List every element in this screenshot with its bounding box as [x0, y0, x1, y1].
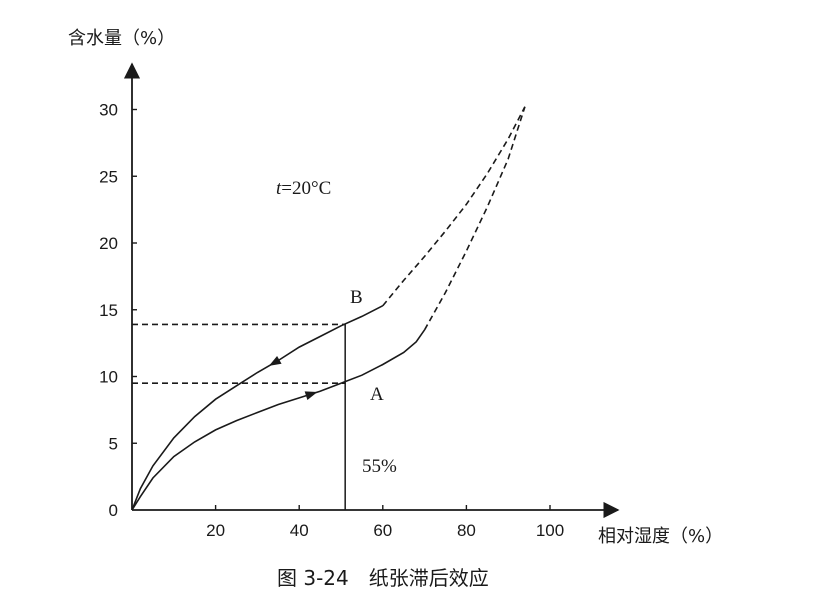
y-tick-label-0: 0	[109, 501, 118, 520]
y-tick-label-5: 5	[109, 434, 118, 453]
x-tick-label-20: 20	[206, 521, 225, 540]
series-group	[131, 106, 526, 511]
x-axis-title: 相对湿度（%）	[598, 526, 723, 547]
adsorption-direction-arrow	[304, 391, 318, 400]
reference-lines	[132, 323, 346, 510]
y-tick-label-20: 20	[99, 234, 118, 253]
adsorption-curve-solid	[131, 329, 426, 511]
desorption-curve-dashed	[382, 106, 526, 307]
y-axis-title: 含水量（%）	[68, 28, 175, 49]
figure-caption: 图 3-24 纸张滞后效应	[277, 566, 489, 590]
y-tick-group: 0 5 10 15 20 25 30	[99, 101, 137, 520]
desorption-curve-solid	[131, 304, 384, 511]
x-tick-label-40: 40	[290, 521, 309, 540]
adsorption-curve-dashed	[423, 106, 526, 331]
x-tick-label-100: 100	[536, 521, 564, 540]
y-tick-label-30: 30	[99, 101, 118, 120]
x-tick-group: 20 40 60 80 100	[206, 505, 564, 540]
x-tick-label-80: 80	[457, 521, 476, 540]
y-tick-label-25: 25	[99, 167, 118, 186]
desorption-direction-arrow	[268, 355, 282, 366]
temperature-label: t=20°C	[276, 178, 331, 199]
x-tick-label-60: 60	[373, 521, 392, 540]
point-b-label: B	[350, 287, 363, 308]
y-tick-label-15: 15	[99, 301, 118, 320]
y-tick-label-10: 10	[99, 368, 118, 387]
rh-marker-label: 55%	[362, 456, 397, 477]
point-a-label: A	[370, 384, 384, 405]
